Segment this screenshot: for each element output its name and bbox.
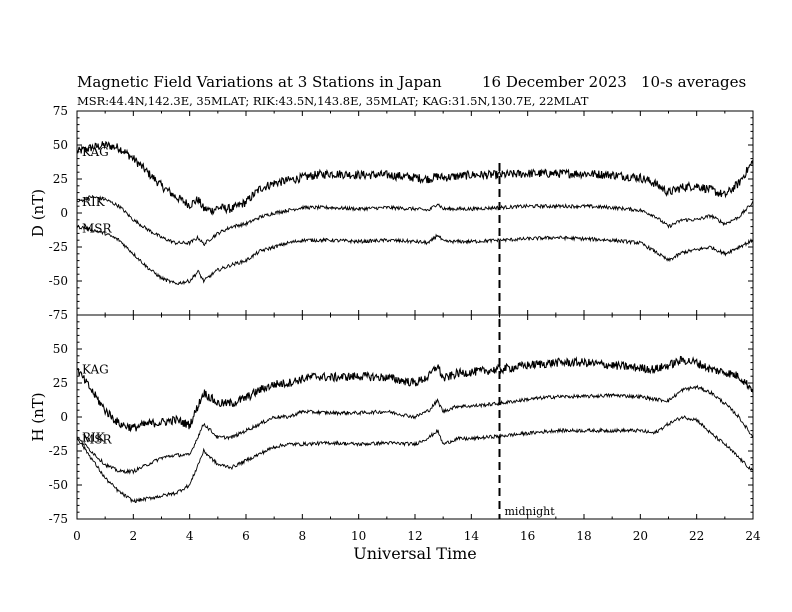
x-tick-label: 6 <box>242 529 250 543</box>
y-tick-label: 0 <box>60 206 68 220</box>
y-tick-label: -25 <box>49 444 68 458</box>
y-axis-label: D (nT) <box>29 189 47 237</box>
chart-averaging: 10-s averages <box>641 73 747 91</box>
x-tick-label: 12 <box>407 529 422 543</box>
x-tick-label: 20 <box>633 529 648 543</box>
chart-title: Magnetic Field Variations at 3 Stations … <box>77 73 442 91</box>
series-label-rik: RIK <box>82 430 106 444</box>
y-tick-label: 50 <box>53 138 68 152</box>
midnight-label: midnight <box>505 505 556 518</box>
x-tick-label: 16 <box>520 529 535 543</box>
x-tick-label: 14 <box>464 529 480 543</box>
chart-subtitle: MSR:44.4N,142.3E, 35MLAT; RIK:43.5N,143.… <box>77 94 589 108</box>
x-tick-label: 4 <box>186 529 194 543</box>
x-axis-label: Universal Time <box>353 544 476 563</box>
series-label-rik: RIK <box>82 195 106 209</box>
y-axis-label: H (nT) <box>29 392 47 441</box>
series-line-kag-D <box>76 140 754 216</box>
y-tick-label: 25 <box>53 172 68 186</box>
x-tick-label: 24 <box>745 529 761 543</box>
x-tick-label: 10 <box>351 529 366 543</box>
chart-date: 16 December 2023 <box>482 73 627 91</box>
panel-frame-H <box>76 314 754 520</box>
series-label-kag: KAG <box>82 362 109 376</box>
x-tick-label: 18 <box>576 529 591 543</box>
y-tick-label: 75 <box>53 104 68 118</box>
series-line-rik-D <box>76 194 754 247</box>
y-tick-label: -75 <box>49 308 68 322</box>
x-tick-label: 0 <box>73 529 81 543</box>
y-tick-label: -75 <box>49 512 68 526</box>
y-tick-label: 25 <box>53 376 68 390</box>
series-label-msr: MSR <box>82 222 113 236</box>
y-tick-label: -50 <box>49 478 68 492</box>
series-line-msr-H <box>76 415 754 504</box>
x-tick-label: 2 <box>130 529 138 543</box>
series-label-kag: KAG <box>82 145 109 159</box>
y-tick-label: -50 <box>49 274 68 288</box>
series-line-kag-H <box>76 355 754 433</box>
series-line-rik-H <box>76 384 754 475</box>
series-line-msr-D <box>76 224 754 286</box>
x-tick-label: 22 <box>689 529 704 543</box>
y-tick-label: 50 <box>53 342 68 356</box>
x-tick-label: 8 <box>299 529 307 543</box>
y-tick-label: -25 <box>49 240 68 254</box>
series-label-msr: MSR <box>82 432 113 446</box>
y-tick-label: 0 <box>60 410 68 424</box>
